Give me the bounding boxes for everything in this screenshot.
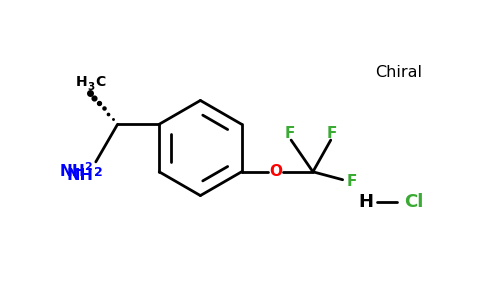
Text: H: H bbox=[359, 193, 374, 211]
Text: Chiral: Chiral bbox=[375, 65, 422, 80]
Text: 2: 2 bbox=[84, 162, 91, 172]
Text: H: H bbox=[71, 164, 84, 179]
Text: NH: NH bbox=[67, 168, 94, 183]
Text: H: H bbox=[75, 75, 87, 88]
Text: C: C bbox=[95, 75, 105, 88]
Text: F: F bbox=[347, 174, 357, 189]
Text: F: F bbox=[327, 126, 337, 141]
Text: O: O bbox=[269, 164, 282, 179]
Text: F: F bbox=[285, 126, 295, 141]
Text: 3: 3 bbox=[87, 82, 94, 92]
Text: 2: 2 bbox=[94, 166, 103, 179]
Text: Cl: Cl bbox=[405, 193, 424, 211]
Text: N: N bbox=[59, 164, 72, 179]
